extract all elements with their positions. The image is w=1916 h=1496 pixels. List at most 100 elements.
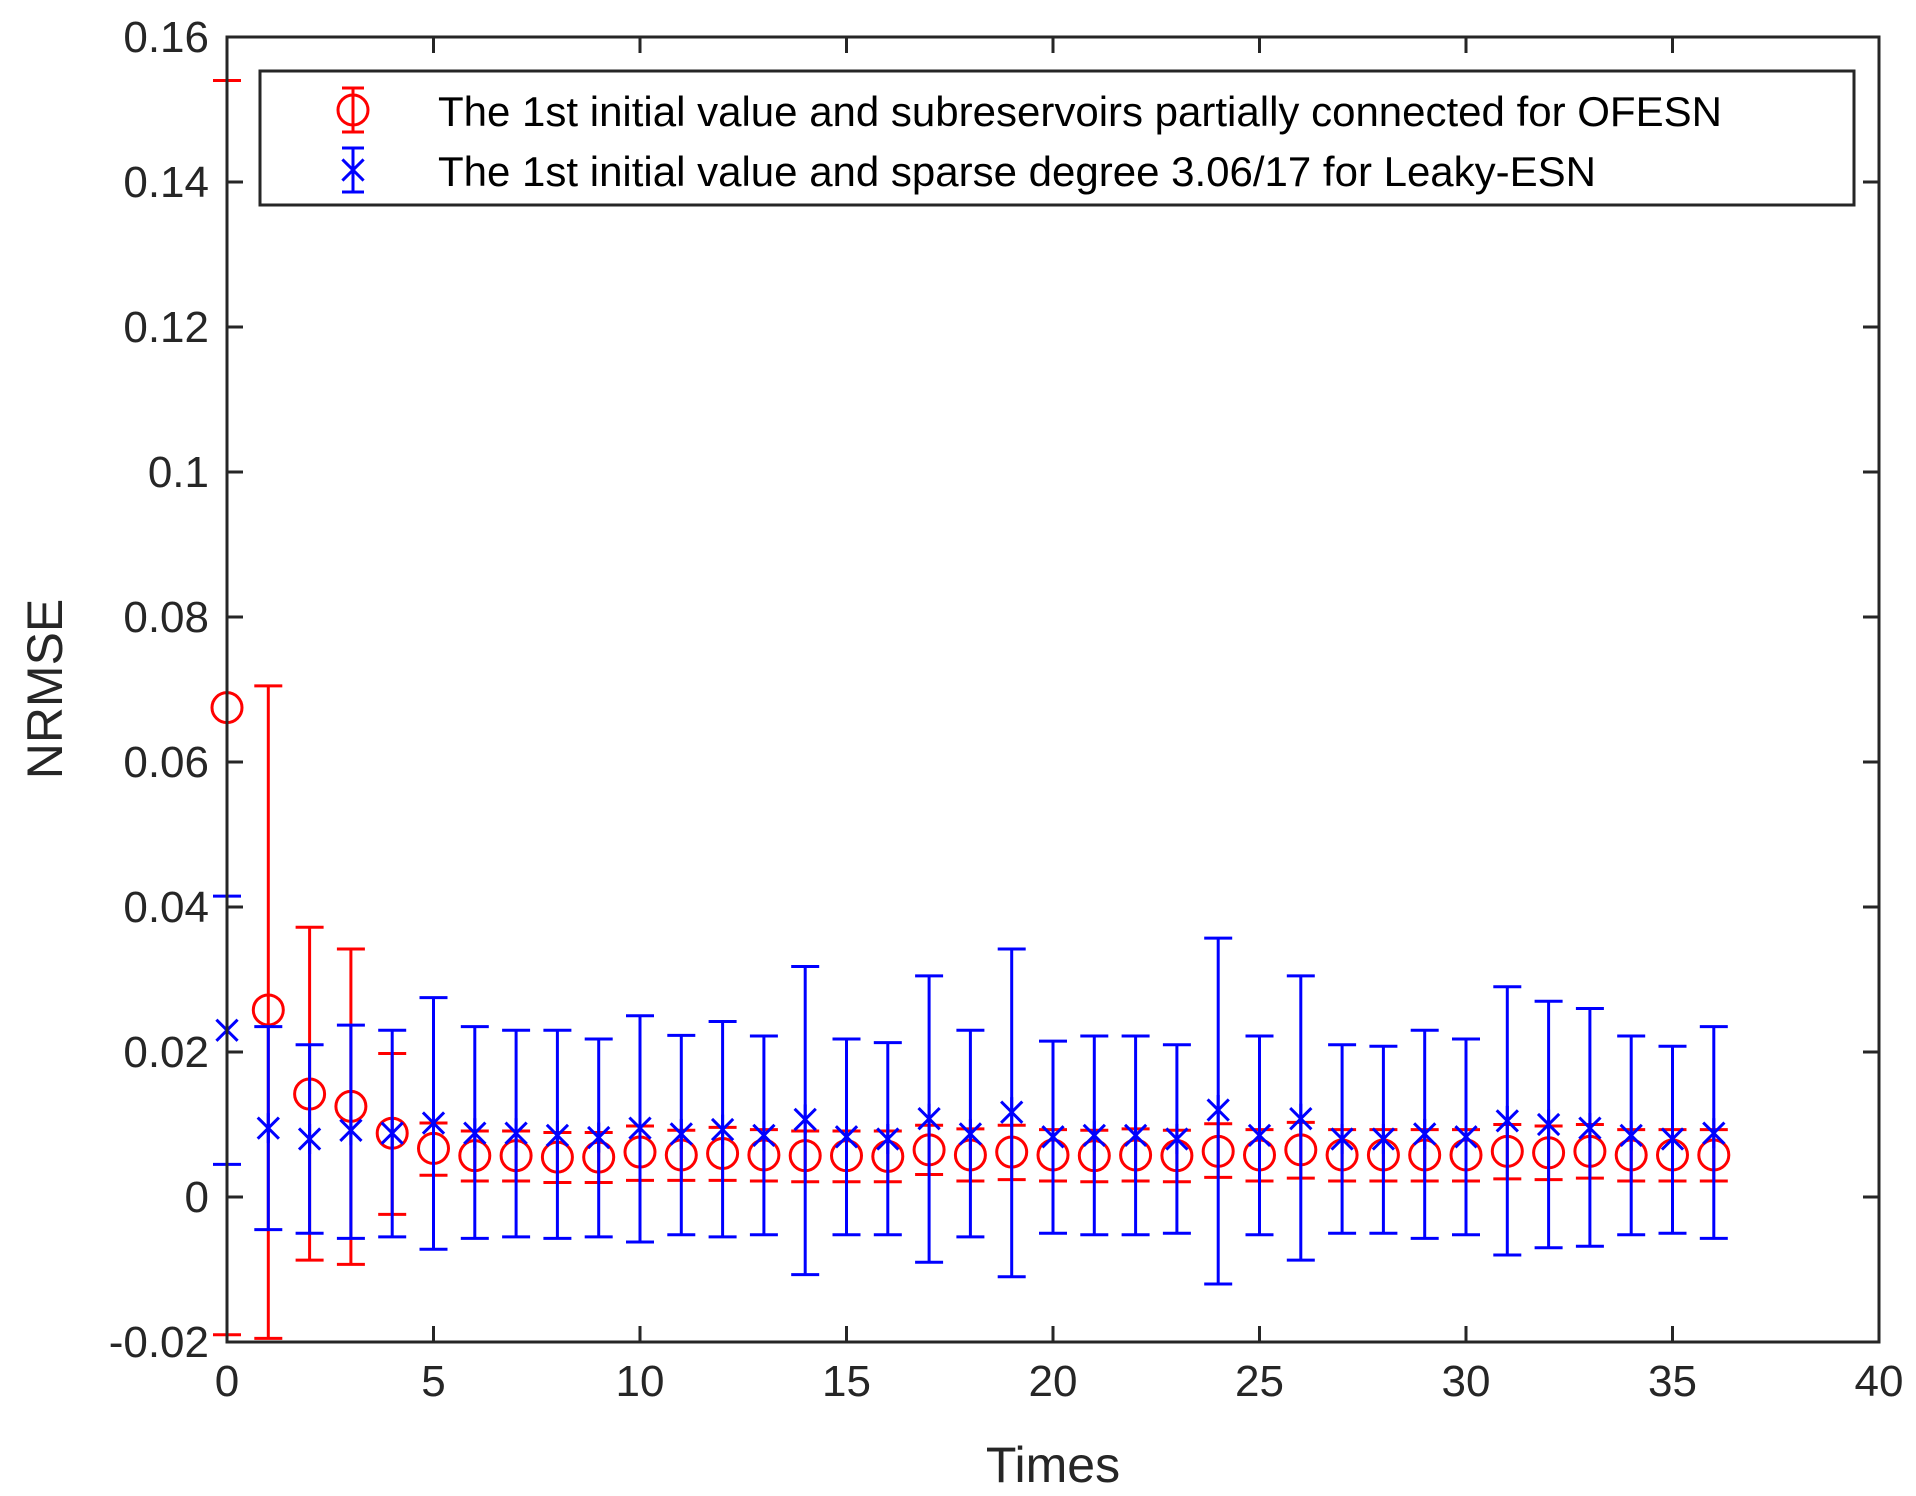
legend-symbol-leaky-esn [341,146,365,194]
axes-box [225,35,1881,1344]
marker-leaky-esn-stroke [1206,1098,1230,1122]
data-point-leaky-esn [1039,1039,1067,1235]
data-point-leaky-esn [1617,1034,1646,1237]
data-point-leaky-esn [956,1028,985,1239]
marker-leaky-esn-stroke [1536,1112,1561,1137]
marker-leaky-esn [752,1120,776,1151]
data-point-leaky-esn [1658,1044,1687,1235]
marker-leaky-esn [793,1104,817,1135]
y-tick-label: 0.14 [123,158,209,207]
marker-leaky-esn [1536,1109,1561,1140]
marker-leaky-esn-stroke [793,1107,817,1132]
marker-leaky-esn [339,1115,363,1146]
marker-leaky-esn-stroke [1371,1127,1396,1151]
marker-leaky-esn [1619,1120,1643,1151]
data-point-leaky-esn [832,1037,861,1237]
x-tick-label: 25 [1235,1357,1284,1406]
legend-marker-leaky-esn [341,155,365,185]
marker-leaky-esn-stroke [463,1121,487,1145]
marker-leaky-esn-stroke [545,1123,570,1148]
marker-leaky-esn [958,1118,983,1149]
marker-leaky-esn [587,1122,611,1153]
marker-leaky-esn [1289,1103,1313,1134]
data-point-leaky-esn [1204,936,1233,1286]
marker-leaky-esn [1330,1124,1354,1154]
data-point-leaky-esn [1534,999,1563,1250]
marker-leaky-esn-stroke [1082,1123,1106,1148]
y-tick-label: 0.12 [123,303,209,352]
marker-leaky-esn-stroke [1041,1125,1065,1149]
data-point-leaky-esn [1162,1043,1191,1235]
data-point-leaky-esn [378,1028,407,1239]
data-point-leaky-esn [626,1014,654,1244]
data-point-leaky-esn [749,1034,778,1237]
marker-leaky-esn-stroke [1289,1107,1313,1131]
x-tick-label: 5 [421,1357,445,1406]
marker-leaky-esn [1247,1120,1272,1151]
data-point-leaky-esn [1410,1028,1439,1240]
legend-entry-leaky-esn: The 1st initial value and sparse degree … [341,146,1596,195]
legend-label-leaky-esn: The 1st initial value and sparse degree … [438,148,1596,195]
y-tick-label: 0.16 [123,13,209,62]
data-point-leaky-esn [791,964,820,1277]
marker-leaky-esn-stroke [1619,1123,1643,1148]
marker-leaky-esn [876,1124,900,1154]
marker-leaky-esn [380,1118,404,1149]
marker-leaky-esn-stroke [958,1122,983,1146]
marker-leaky-esn-stroke [834,1125,859,1149]
data-point-leaky-esn [1493,985,1522,1257]
marker-leaky-esn-stroke [1165,1127,1189,1151]
marker-leaky-esn-stroke [1660,1127,1685,1151]
marker-leaky-esn [1495,1105,1519,1136]
marker-leaky-esn-stroke [1247,1123,1272,1148]
marker-leaky-esn [1371,1124,1396,1154]
marker-leaky-esn-stroke [1413,1122,1437,1146]
y-tick-label: -0.02 [109,1318,209,1367]
data-point-leaky-esn [502,1028,531,1239]
marker-leaky-esn-stroke [752,1123,776,1148]
marker-leaky-esn-stroke [504,1121,528,1145]
legend-marker-leaky-esn-stroke [341,158,365,182]
legend-label-ofesn: The 1st initial value and subreservoirs … [438,88,1722,135]
marker-leaky-esn [504,1118,528,1149]
marker-leaky-esn [1454,1121,1478,1152]
marker-leaky-esn [710,1114,735,1145]
data-point-leaky-esn [1080,1034,1109,1237]
data-point-leaky-esn [1286,974,1315,1262]
marker-leaky-esn-stroke [297,1127,322,1151]
marker-leaky-esn-stroke [1454,1125,1478,1149]
data-point-leaky-esn [915,974,944,1264]
data-point-leaky-esn [1452,1037,1480,1237]
marker-leaky-esn [1660,1124,1685,1154]
marker-leaky-esn-stroke [1495,1109,1519,1133]
legend-marker-ofesn [336,93,370,127]
marker-leaky-esn [628,1113,652,1144]
marker-leaky-esn [1041,1121,1065,1152]
x-tick-label: 0 [215,1357,239,1406]
marker-leaky-esn [1578,1113,1602,1144]
data-point-leaky-esn [873,1041,902,1237]
marker-leaky-esn-stroke [1578,1116,1602,1140]
data-point-leaky-esn [1369,1044,1398,1235]
data-point-leaky-esn [460,1025,489,1240]
marker-ofesn [251,993,285,1027]
marker-leaky-esn-stroke [628,1116,652,1140]
y-tick-label: 0.02 [123,1028,209,1077]
data-point-leaky-esn [336,1023,365,1240]
marker-leaky-esn-stroke [1000,1100,1024,1124]
marker-leaky-esn [1165,1124,1189,1154]
marker-leaky-esn [1206,1095,1230,1125]
marker-leaky-esn [256,1113,280,1144]
x-axis-label: Times [986,1437,1120,1493]
data-point-leaky-esn [1121,1034,1150,1237]
marker-leaky-esn [669,1118,693,1149]
x-tick-label: 15 [822,1357,871,1406]
data-point-leaky-esn [543,1028,572,1240]
data-point-leaky-esn [295,1043,324,1235]
plot-area [210,35,1881,1344]
marker-leaky-esn [463,1118,487,1149]
tick-labels: 0 5 10 15 20 25 30 35 40-0.0200.020.040.060.080.… [109,13,1904,1406]
legend-symbol-ofesn [336,86,370,134]
data-point-leaky-esn [1699,1025,1728,1240]
